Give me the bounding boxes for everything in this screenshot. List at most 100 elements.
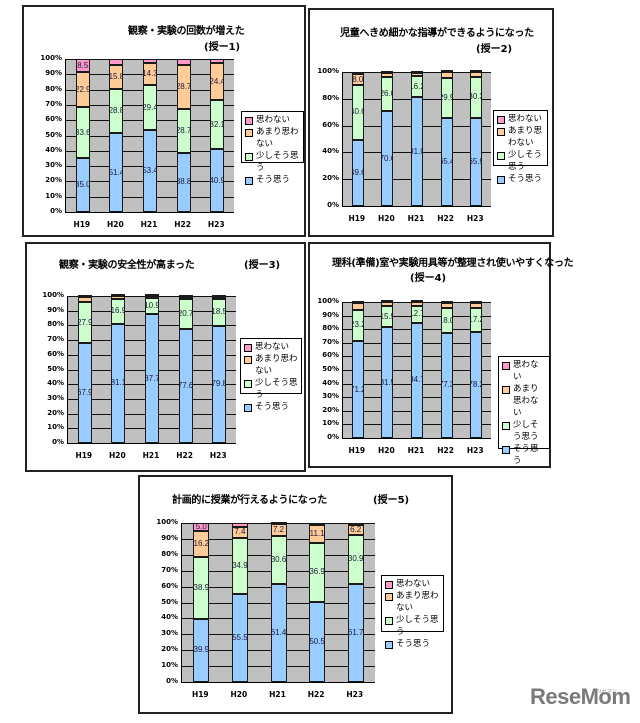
bar-segment [381,300,394,303]
bar-segment [381,302,394,307]
x-tick-label: H23 [466,446,484,455]
data-label: 8.5 [77,60,89,70]
data-label: 40.6 [353,107,363,117]
resemom-watermark-kana: リセマム [597,689,618,695]
legend-label: 思わない [396,579,431,589]
legend-item: そう思う [245,174,300,186]
chart-jyu4: 理科(準備)室や実験用具等が整理され使いやすくなった (授ー4) H19 H20 H21… [308,242,574,468]
y-tick-label: 0% [327,433,339,441]
bar-H22: 38.8 28.7 28.7 [176,59,191,212]
bar-segment: 18.5 [212,298,227,326]
bar-segment: 36.9 [309,543,326,602]
bar-segment [440,301,453,304]
chart-jyu3: 観察・実験の安全性が高まった (授ー3) H19 H20 H21 H22 H23 67.9 27… [25,242,306,472]
bar-segment: 15.5 [381,306,394,328]
bar-segment: 7.2 [270,524,287,536]
data-label: 78.2 [471,379,481,389]
legend-swatch-icon [245,117,253,125]
data-label: 6.2 [350,524,362,534]
bar-segment: 79.8 [212,325,227,443]
legend-label: 思わない [508,114,543,124]
bar-segment: 78.2 [470,331,483,438]
bar-segment [309,523,326,526]
data-label: 61.4 [270,628,287,638]
bar-segment [178,295,193,298]
x-tick-label: H20 [378,446,395,455]
plot-area: 49.6 40.6 8.0 70.6 26.0 81.0 16.2 65.4 29.9 65.9 3… [342,70,491,207]
data-label: 23.2 [353,320,363,330]
bar-segment: 55.5 [231,593,248,682]
chart-subtitle: (授ー4) [410,273,447,284]
data-label: 11.1 [309,529,325,539]
legend-swatch-icon [497,116,505,124]
data-label: 49.6 [353,167,363,177]
data-label: 35.0 [75,180,89,190]
bar-segment: 8.5 [75,59,90,73]
y-tick-label: 90% [47,305,64,314]
data-label: 81.0 [412,146,422,156]
y-tick-label: 90% [45,69,62,78]
y-tick-label: 70% [322,337,339,346]
plot-area: 35.0 33.6 22.9 8.5 51.4 28.8 15.8 53.4 29.4 14.3 3… [65,59,234,213]
y-tick-label: 40% [322,147,339,156]
data-label: 34.9 [232,561,248,571]
bar-segment: 65.4 [440,118,453,206]
bar-segment [411,302,423,306]
legend-item: あまり思わない [497,125,544,149]
bar-segment [212,296,227,299]
legend-label: 思わない [255,342,290,352]
bar-segment: 67.9 [77,343,92,443]
y-tick-label: 100% [40,54,62,62]
legend-swatch-icon [245,129,253,137]
y-tick-label: 100% [42,291,64,299]
y-tick-label: 80% [322,93,339,102]
legend-swatch-icon [385,641,393,649]
data-label: 29.9 [442,93,452,103]
bar-segment: 81.0 [411,97,423,206]
bar-segment: 71.2 [351,341,364,438]
legend-item: あまり思わない [502,383,546,419]
y-tick-label: 70% [45,99,62,108]
x-tick-label: H22 [307,690,325,699]
legend-swatch-icon [502,422,510,430]
y-tick-label: 80% [45,84,62,93]
data-label: 28.7 [176,81,190,91]
chart-subtitle: (授ー1) [204,42,241,53]
y-tick-label: 40% [322,378,339,387]
legend-swatch-icon [497,128,505,136]
y-tick-label: 40% [161,613,178,622]
data-label: 70.6 [382,153,392,163]
bar-segment [77,295,92,298]
data-label: 15.5 [382,311,392,321]
y-tick-label: 50% [161,597,178,606]
data-label: 36.9 [309,567,325,577]
x-tick-label: H19 [73,220,91,229]
bar-H19: 71.2 23.2 [351,301,364,438]
y-tick-label: 70% [47,335,64,344]
legend-label: あまり思わない [255,354,298,376]
legend-label: あまり思わない [508,126,543,148]
bar-segment: 5.0 [193,523,210,531]
bar-segment [351,72,364,75]
bar-H23: 78.2 17.2 [470,301,483,438]
data-label: 81.1 [111,378,124,388]
bar-segment: 16.2 [193,530,210,557]
x-tick-label: H21 [269,690,286,699]
legend-label: 少しそう思う [255,378,298,400]
legend-swatch-icon [497,176,505,184]
bar-H23: 61.7 30.9 6.2 [347,522,364,682]
chart-jyu5: 計画的に授業が行えるようになった (授ー5) H19 H20 H21 H22 H23 39.9… [138,475,453,714]
bar-segment: 30.6 [270,535,287,585]
bar-segment [270,522,287,525]
legend-item: あまり思わない [244,353,298,377]
bar-segment: 65.9 [470,117,483,206]
x-tick-label: H21 [407,446,425,455]
bar-segment: 29.9 [440,78,453,119]
data-label: 61.7 [347,627,364,637]
bar-segment: 15.8 [109,65,124,90]
legend-item: 少しそう思う [244,377,298,401]
x-tick-label: H21 [140,220,158,229]
legend-swatch-icon [502,386,510,394]
bar-segment: 33.6 [75,107,90,159]
y-tick-label: 80% [322,324,339,333]
